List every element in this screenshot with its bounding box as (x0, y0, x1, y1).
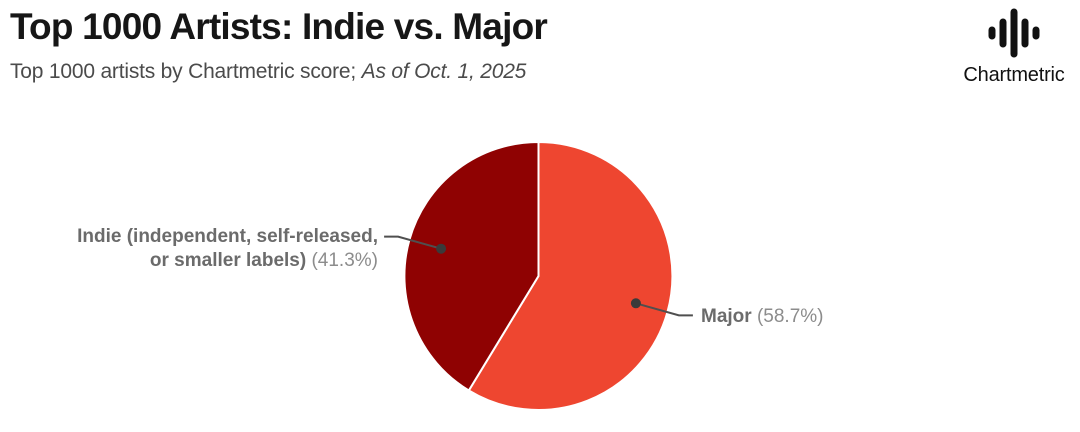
slice-label-indie-line1: Indie (independent, self-released, (77, 226, 378, 247)
slice-label-major: Major (58.7%) (701, 305, 824, 329)
chart-subtitle: Top 1000 artists by Chartmetric score; A… (10, 60, 526, 84)
chartmetric-logo: Chartmetric (956, 8, 1072, 87)
chartmetric-logo-text: Chartmetric (963, 64, 1065, 86)
leader-line-major (635, 302, 693, 317)
leader-line-indie (384, 235, 442, 250)
waveform-icon (988, 8, 1040, 58)
slice-pct-major: (58.7%) (756, 306, 824, 327)
slice-pct-indie: (41.3%) (311, 250, 378, 271)
subtitle-date: As of Oct. 1, 2025 (361, 60, 527, 83)
chart-title: Top 1000 Artists: Indie vs. Major (10, 6, 548, 47)
subtitle-text: Top 1000 artists by Chartmetric score; (10, 60, 362, 83)
callout-dot-major (630, 298, 641, 309)
slice-label-indie-line2: or smaller labels) (149, 250, 307, 271)
slice-label-major-text: Major (701, 306, 752, 327)
callout-dot-indie (436, 243, 447, 254)
slice-label-indie: Indie (independent, self-released, or sm… (77, 225, 378, 273)
